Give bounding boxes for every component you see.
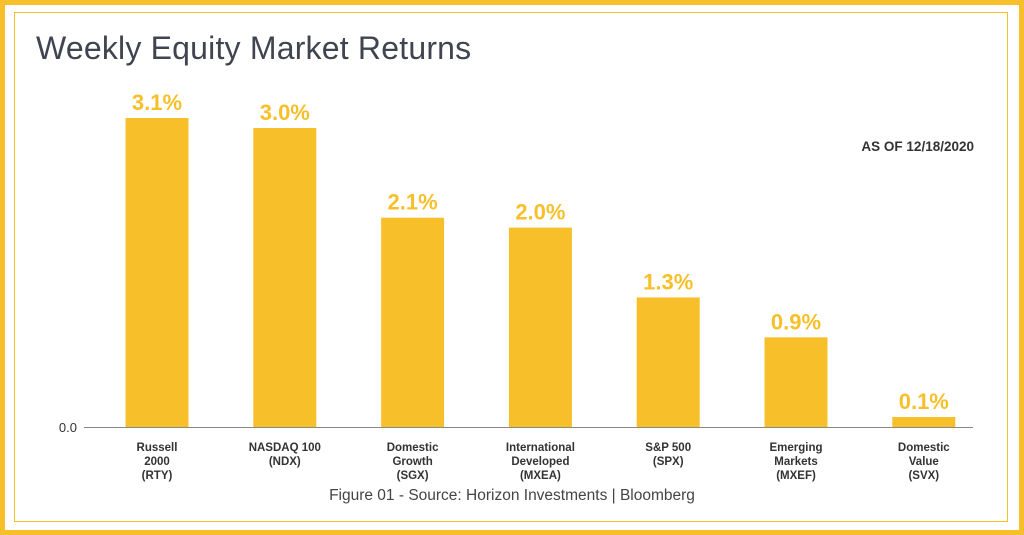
x-tick-label-line: International	[506, 442, 575, 454]
x-tick-label-line: Developed	[511, 456, 569, 468]
bar-value-label: 1.3%	[643, 269, 693, 294]
x-tick-label-line: Russell	[137, 442, 178, 454]
bar	[253, 128, 317, 427]
x-tick-label: International Developed (MXEA)	[506, 442, 575, 482]
chart-title: Weekly Equity Market Returns	[36, 30, 472, 66]
bar	[125, 118, 189, 427]
bar	[636, 297, 700, 427]
x-tick-label: Emerging Markets (MXEF)	[769, 442, 822, 482]
x-tick-label-line: (SVX)	[908, 470, 939, 482]
x-tick-label-line: S&P 500	[645, 442, 691, 454]
as-of-date: AS OF 12/18/2020	[861, 139, 974, 154]
y-tick-label: 0.0	[59, 420, 77, 435]
x-tick-label-line: Domestic	[898, 442, 950, 454]
x-tick-label: S&P 500 (SPX)	[645, 442, 691, 468]
x-tick-label-line: Growth	[392, 456, 432, 468]
bar	[764, 337, 828, 427]
x-tick-label-line: Domestic	[387, 442, 439, 454]
bar-value-label: 0.1%	[899, 389, 949, 414]
bar-value-label: 3.0%	[260, 100, 310, 125]
bar	[381, 217, 445, 427]
figure-caption: Figure 01 - Source: Horizon Investments …	[329, 487, 695, 504]
x-tick-label-line: (RTY)	[142, 470, 173, 482]
bar-value-label: 0.9%	[771, 309, 821, 334]
bar	[892, 417, 956, 427]
x-tick-label-line: Markets	[774, 456, 817, 468]
x-tick-label-line: (MXEF)	[776, 470, 816, 482]
x-tick-label-line: NASDAQ 100	[249, 442, 321, 454]
x-tick-label: Domestic Value (SVX)	[898, 442, 950, 482]
bar-value-label: 3.1%	[132, 90, 182, 115]
x-tick-label: Domestic Growth (SGX)	[387, 442, 439, 482]
x-tick-label: NASDAQ 100 (NDX)	[249, 442, 321, 468]
inner-frame	[14, 12, 1008, 522]
bar-value-label: 2.0%	[515, 200, 565, 225]
x-tick-label-line: (MXEA)	[520, 470, 561, 482]
x-tick-label-line: 2000	[144, 456, 170, 468]
x-tick-label-line: (SPX)	[653, 456, 684, 468]
bar-value-label: 2.1%	[388, 190, 438, 215]
x-tick-label-line: (NDX)	[269, 456, 301, 468]
x-tick-label: Russell 2000 (RTY)	[137, 442, 178, 482]
x-tick-label-line: (SGX)	[397, 470, 429, 482]
x-tick-label-line: Emerging	[769, 442, 822, 454]
bar	[508, 227, 572, 427]
x-tick-label-line: Value	[909, 456, 939, 468]
